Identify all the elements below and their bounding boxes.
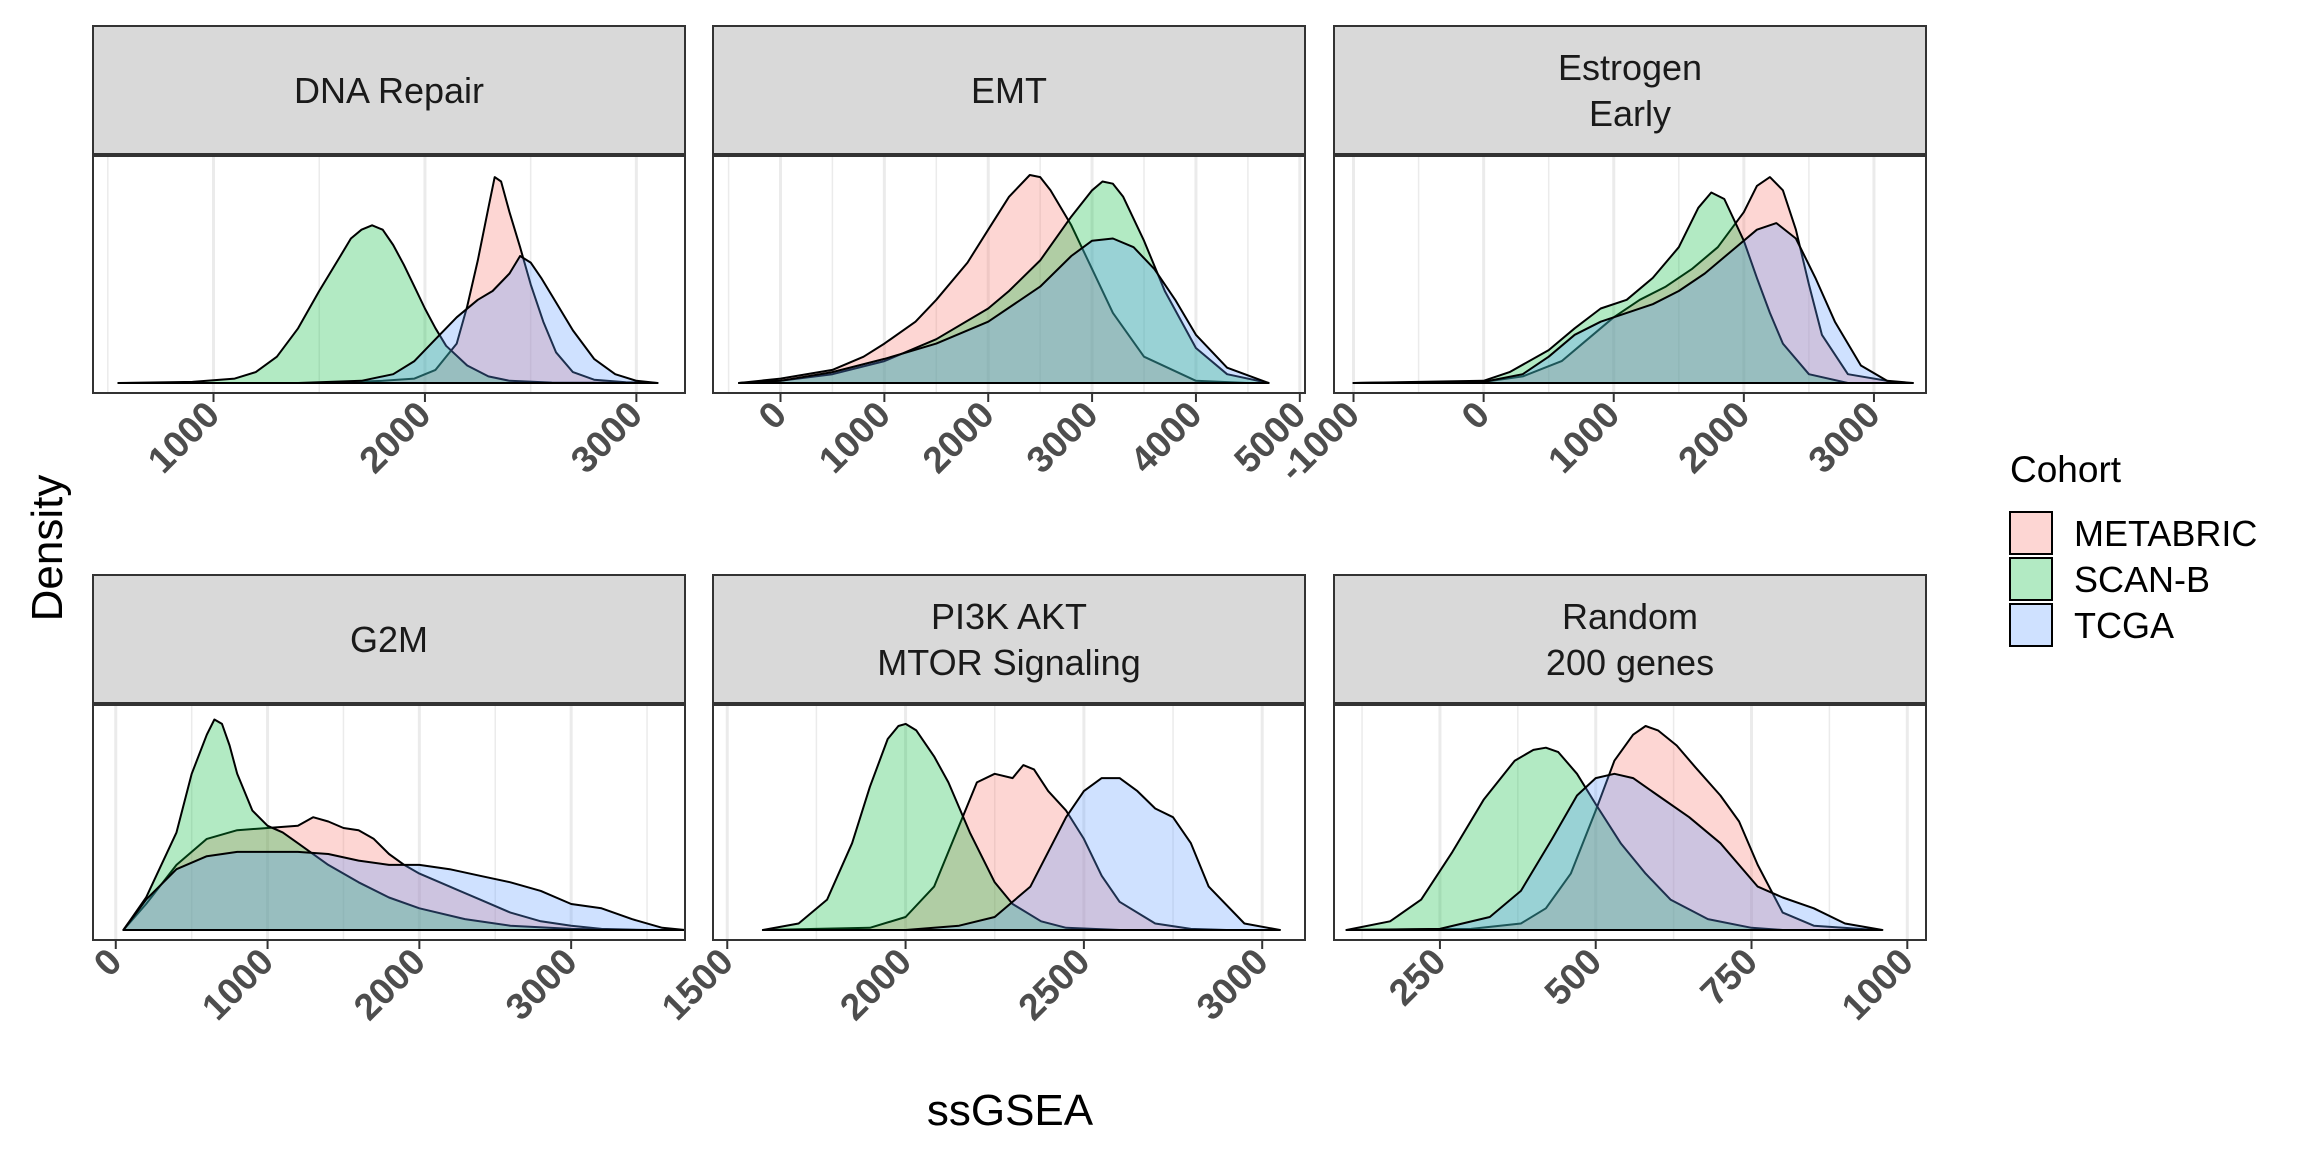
facet-g2m: G2M 0 1000 2000 3000 bbox=[86, 574, 686, 1028]
plot-background bbox=[1334, 705, 1926, 940]
density-tcga bbox=[1352, 222, 1914, 384]
facet-title: 200 genes bbox=[1546, 642, 1714, 683]
legend-key-bg bbox=[2010, 604, 2052, 646]
density-scan-b bbox=[1352, 191, 1849, 384]
x-tick-label: 2000 bbox=[1670, 394, 1757, 481]
x-tick-label: 3000 bbox=[498, 941, 585, 1028]
x-tick-label: 3000 bbox=[563, 394, 650, 481]
legend-label: METABRIC bbox=[2074, 513, 2257, 554]
legend: Cohort METABRIC SCAN-B TCGA bbox=[2009, 449, 2257, 647]
facet-strip bbox=[712, 574, 1306, 704]
facet-strip bbox=[712, 25, 1306, 155]
x-tick-label: 1000 bbox=[1540, 394, 1627, 481]
facet-title: G2M bbox=[350, 619, 428, 660]
x-tick-label: 750 bbox=[1693, 941, 1766, 1014]
plot-background bbox=[93, 156, 685, 393]
legend-item-metabric: METABRIC bbox=[2009, 511, 2257, 555]
panel-border bbox=[712, 704, 1306, 941]
density-tcga bbox=[117, 255, 659, 384]
panel-border bbox=[1333, 155, 1927, 394]
legend-key bbox=[2009, 511, 2053, 555]
x-tick-label: 1000 bbox=[811, 394, 898, 481]
facet-strip bbox=[1333, 574, 1927, 704]
legend-title: Cohort bbox=[2010, 449, 2122, 490]
x-tick-label: 250 bbox=[1381, 941, 1454, 1014]
facet-dna-repair: DNA Repair 1000 2000 3000 bbox=[92, 25, 686, 481]
x-tick-label: 1000 bbox=[194, 941, 281, 1028]
density-metabric bbox=[738, 174, 1249, 384]
density-metabric bbox=[761, 764, 1228, 931]
x-tick-label: 1000 bbox=[1834, 941, 1921, 1028]
legend-item-tcga: TCGA bbox=[2009, 603, 2174, 647]
x-tick-label: 3000 bbox=[1800, 394, 1887, 481]
density-scan-b bbox=[738, 180, 1270, 384]
facet-title: Estrogen bbox=[1558, 47, 1702, 88]
density-tcga bbox=[738, 237, 1270, 384]
facet-title: Early bbox=[1589, 93, 1671, 134]
facet-title: DNA Repair bbox=[294, 70, 484, 111]
x-tick-label: 2000 bbox=[915, 394, 1002, 481]
facet-strip bbox=[92, 574, 686, 704]
y-axis-title: Density bbox=[23, 475, 72, 622]
density-scan-b bbox=[761, 722, 1121, 931]
density-metabric bbox=[122, 816, 649, 931]
x-tick-label: 0 bbox=[1454, 394, 1498, 438]
x-tick-label: 2500 bbox=[1010, 941, 1097, 1028]
x-tick-label: 0 bbox=[751, 394, 795, 438]
panel-border bbox=[92, 704, 686, 941]
x-tick-label: 2000 bbox=[351, 394, 438, 481]
legend-item-scan-b: SCAN-B bbox=[2009, 557, 2210, 601]
x-tick-label: 1500 bbox=[654, 941, 741, 1028]
panel-border bbox=[712, 155, 1306, 394]
x-tick-label: 500 bbox=[1537, 941, 1610, 1014]
facet-title: Random bbox=[1562, 596, 1698, 637]
facet-pi3k-akt-mtor-signaling: PI3K AKT MTOR Signaling 1500 2000 2500 3000 bbox=[654, 574, 1306, 1028]
legend-key-bg bbox=[2010, 512, 2052, 554]
x-tick-label: 2000 bbox=[832, 941, 919, 1028]
legend-label: SCAN-B bbox=[2074, 559, 2210, 600]
facet-random-200-genes: Random 200 genes 250 500 750 1000 bbox=[1333, 574, 1927, 1028]
density-scan-b bbox=[117, 224, 659, 384]
x-tick-label: 3000 bbox=[1019, 394, 1106, 481]
x-axis-title: ssGSEA bbox=[927, 1086, 1094, 1135]
facet-strip bbox=[1333, 25, 1927, 155]
x-tick-label: 3000 bbox=[1189, 941, 1276, 1028]
facet-title: MTOR Signaling bbox=[877, 642, 1140, 683]
density-metabric bbox=[1352, 176, 1901, 384]
density-tcga bbox=[1345, 772, 1884, 931]
panel-border bbox=[92, 155, 686, 394]
facet-title: EMT bbox=[971, 70, 1047, 111]
legend-key bbox=[2009, 557, 2053, 601]
x-tick-label: 1000 bbox=[140, 394, 227, 481]
density-tcga bbox=[122, 850, 686, 931]
facet-title: PI3K AKT bbox=[931, 596, 1087, 637]
density-metabric bbox=[117, 176, 659, 384]
legend-label: TCGA bbox=[2074, 605, 2174, 646]
x-tick-label: 2000 bbox=[346, 941, 433, 1028]
facet-strip bbox=[92, 25, 686, 155]
x-tick-label: 0 bbox=[86, 941, 130, 985]
density-scan-b bbox=[1345, 746, 1784, 931]
x-tick-label: 4000 bbox=[1122, 394, 1209, 481]
density-tcga bbox=[761, 777, 1281, 931]
plot-background bbox=[1334, 156, 1926, 393]
legend-key-bg bbox=[2010, 558, 2052, 600]
legend-key bbox=[2009, 603, 2053, 647]
panel-border bbox=[1333, 704, 1927, 941]
density-scan-b bbox=[122, 718, 633, 931]
